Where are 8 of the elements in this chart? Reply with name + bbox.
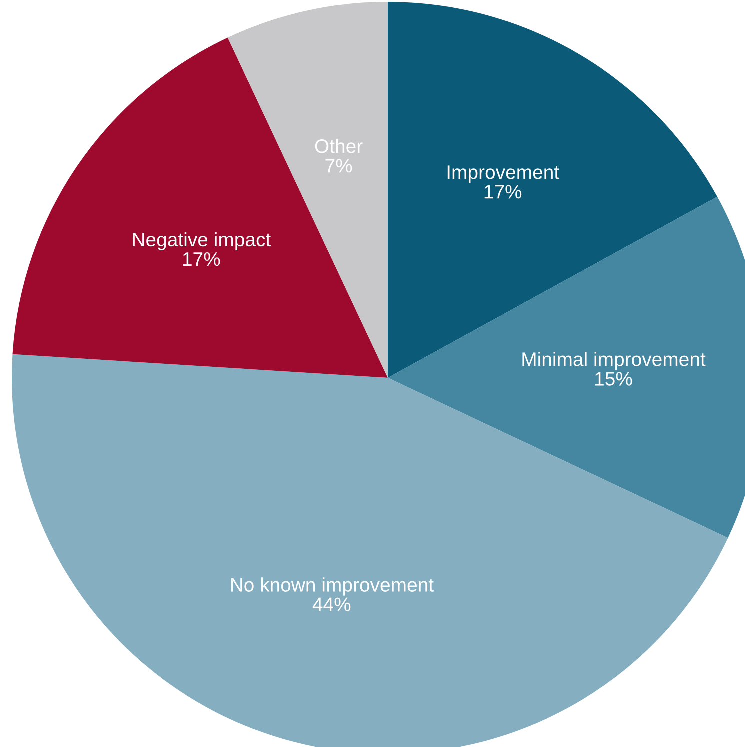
data-label: 17% [183, 252, 220, 266]
slice-label: Negative impact [133, 232, 271, 250]
data-label: 15% [596, 372, 632, 386]
slice-label: Minimal improvement [522, 352, 706, 370]
data-label: 44% [312, 598, 351, 612]
slice-label: Improvement [448, 166, 560, 184]
data-label: 17% [484, 185, 522, 199]
slice-label: No known improvement [231, 578, 434, 596]
